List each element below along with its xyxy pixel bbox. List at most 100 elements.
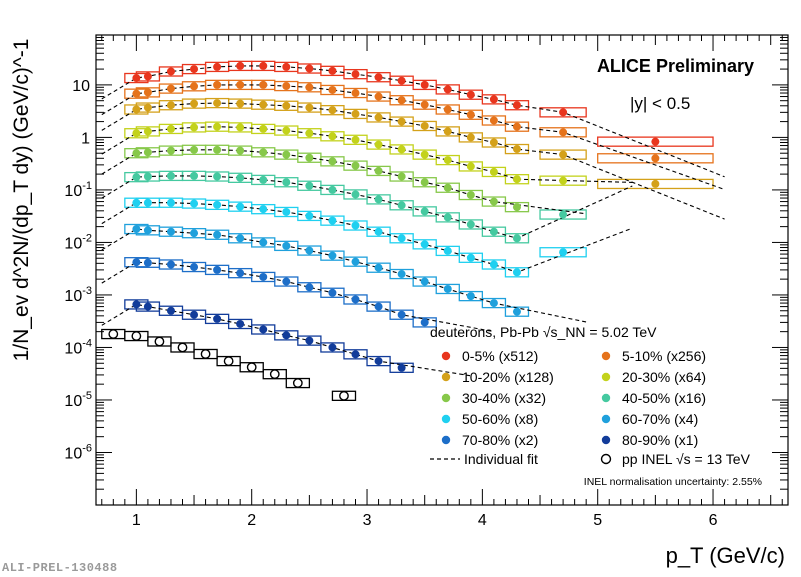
data-point — [305, 283, 314, 292]
data-point — [246, 362, 257, 373]
data-point — [190, 65, 199, 74]
data-point — [177, 342, 188, 353]
y-tick-label: 10-3 — [64, 285, 92, 305]
legend-label: 0-5% (x512) — [462, 348, 538, 364]
syst-box — [504, 121, 530, 132]
data-point — [489, 197, 498, 206]
syst-box — [481, 226, 507, 237]
data-point — [223, 356, 234, 366]
syst-box — [504, 143, 530, 155]
syst-box — [412, 206, 437, 217]
data-point — [512, 203, 521, 212]
syst-box — [343, 160, 368, 171]
data-point — [328, 216, 337, 225]
syst-box — [297, 282, 322, 293]
data-point — [259, 272, 268, 281]
legend-label: 5-10% (x256) — [622, 348, 706, 364]
y-tick-label: 10 — [72, 78, 90, 95]
data-point — [213, 99, 222, 108]
legend-marker — [441, 393, 451, 403]
syst-box — [435, 84, 460, 95]
data-point — [351, 257, 360, 266]
data-point — [466, 90, 475, 99]
data-point — [259, 61, 268, 70]
legend-marker — [601, 351, 611, 361]
syst-box — [504, 233, 530, 244]
syst-box — [539, 209, 587, 220]
data-point — [420, 80, 429, 89]
data-point — [328, 343, 337, 352]
syst-box — [458, 189, 484, 201]
data-point — [236, 80, 245, 89]
data-point — [259, 100, 268, 109]
data-point — [166, 227, 175, 236]
data-point — [559, 210, 568, 219]
syst-box — [412, 120, 437, 132]
data-point — [143, 88, 152, 97]
data-point — [305, 336, 314, 345]
y-tick-label: 10-1 — [64, 180, 92, 200]
data-point — [397, 270, 406, 279]
data-point — [512, 175, 521, 184]
data-point — [282, 150, 291, 159]
data-point — [213, 122, 222, 131]
y-tick-label: 10-4 — [64, 337, 92, 357]
syst-box — [320, 342, 345, 353]
legend-label: 80-90% (x1) — [622, 432, 698, 448]
data-point — [236, 319, 245, 328]
syst-box — [539, 175, 587, 186]
data-point — [489, 138, 498, 147]
data-point — [190, 310, 199, 319]
data-point — [351, 161, 360, 170]
syst-box — [366, 301, 391, 312]
data-point — [351, 221, 360, 230]
legend-items: 0-5% (x512) 5-10% (x256) 10-20% (x128) 20-3… — [441, 348, 706, 448]
data-point — [108, 329, 119, 339]
legend-marker — [601, 435, 611, 445]
data-point — [143, 103, 152, 112]
syst-box — [539, 127, 587, 138]
x-tick-label: 4 — [478, 512, 487, 529]
data-point — [305, 83, 314, 92]
data-point — [328, 132, 337, 141]
x-tick-label: 3 — [363, 512, 372, 529]
data-point — [397, 363, 406, 372]
data-point — [489, 95, 498, 104]
data-point — [443, 183, 452, 192]
x-tick-label: 2 — [247, 512, 256, 529]
syst-box — [320, 287, 345, 298]
x-axis-ticks: 1 2 3 4 5 6 — [101, 35, 783, 529]
data-point — [305, 153, 314, 162]
syst-box — [366, 355, 391, 367]
data-point — [420, 207, 429, 216]
data-point — [259, 80, 268, 89]
data-point — [420, 318, 429, 327]
data-point — [351, 190, 360, 199]
syst-box — [539, 107, 587, 118]
data-point — [190, 263, 199, 272]
data-points — [108, 61, 660, 401]
data-point — [397, 96, 406, 105]
syst-box — [481, 115, 507, 126]
data-point — [397, 234, 406, 243]
data-point — [512, 234, 521, 243]
fit-curve — [101, 261, 494, 333]
syst-box — [504, 174, 530, 185]
data-point — [397, 310, 406, 319]
syst-box — [343, 349, 368, 360]
data-point — [132, 129, 141, 138]
data-point — [190, 99, 199, 108]
data-point — [328, 157, 337, 166]
pp-legend-label: pp INEL √s = 13 TeV — [622, 451, 751, 467]
syst-box — [389, 362, 414, 373]
data-point — [328, 288, 337, 297]
x-tick-label: 6 — [709, 512, 718, 529]
data-point — [420, 277, 429, 286]
data-point — [282, 277, 291, 286]
data-point — [132, 74, 141, 83]
data-point — [559, 108, 568, 117]
x-tick-label: 5 — [593, 512, 602, 529]
data-point — [166, 67, 175, 76]
data-point — [131, 331, 142, 341]
legend-title: deuterons, Pb-Pb √s_NN = 5.02 TeV — [430, 324, 657, 340]
